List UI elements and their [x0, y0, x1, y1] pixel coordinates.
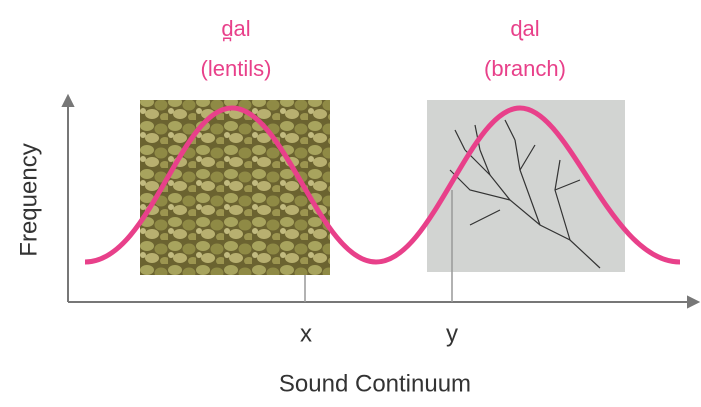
marker-y: y [446, 320, 458, 347]
left-gloss: (lentils) [201, 56, 272, 81]
marker-x: x [300, 320, 312, 347]
right-gloss: (branch) [484, 56, 566, 81]
y-axis-label: Frequency [15, 143, 42, 256]
left-word: d̪al [221, 16, 250, 42]
axes [61, 93, 701, 309]
lentils-image [140, 100, 330, 275]
marker-lines [304, 190, 453, 302]
x-axis-label: Sound Continuum [279, 370, 471, 397]
right-word: ɖal [510, 16, 539, 41]
distribution-curve [84, 105, 681, 265]
